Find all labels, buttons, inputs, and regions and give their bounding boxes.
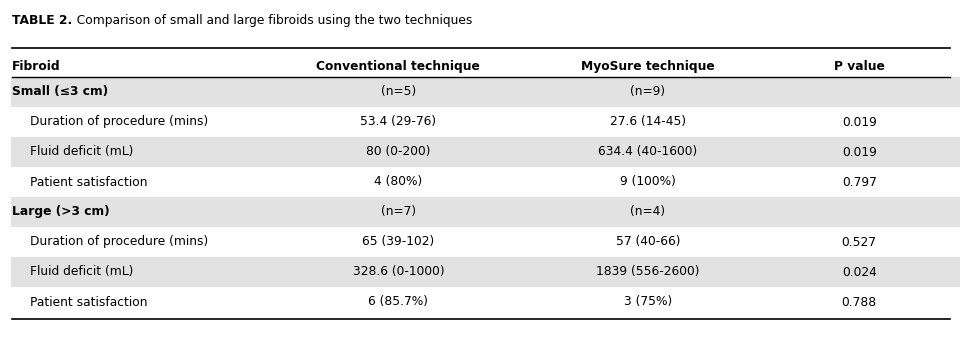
Text: 634.4 (40-1600): 634.4 (40-1600) <box>598 146 698 158</box>
Text: (n=5): (n=5) <box>381 85 416 99</box>
Text: Fibroid: Fibroid <box>12 60 60 73</box>
Text: 0.024: 0.024 <box>842 266 876 278</box>
Text: 0.788: 0.788 <box>842 295 876 308</box>
Text: 1839 (556-2600): 1839 (556-2600) <box>596 266 700 278</box>
Text: TABLE 2.: TABLE 2. <box>12 14 72 27</box>
Text: Patient satisfaction: Patient satisfaction <box>30 295 147 308</box>
Text: 0.019: 0.019 <box>842 146 876 158</box>
Text: 328.6 (0-1000): 328.6 (0-1000) <box>352 266 444 278</box>
Bar <box>12 77 960 107</box>
Bar <box>12 257 960 287</box>
Text: Fluid deficit (mL): Fluid deficit (mL) <box>30 266 132 278</box>
Text: (n=7): (n=7) <box>381 205 416 219</box>
Text: Duration of procedure (mins): Duration of procedure (mins) <box>30 116 207 129</box>
Text: 65 (39-102): 65 (39-102) <box>362 236 435 249</box>
Text: Comparison of small and large fibroids using the two techniques: Comparison of small and large fibroids u… <box>69 14 472 27</box>
Text: Fluid deficit (mL): Fluid deficit (mL) <box>30 146 132 158</box>
Text: Patient satisfaction: Patient satisfaction <box>30 175 147 188</box>
Text: 27.6 (14-45): 27.6 (14-45) <box>610 116 686 129</box>
Text: 9 (100%): 9 (100%) <box>620 175 676 188</box>
Text: Small (≤3 cm): Small (≤3 cm) <box>12 85 108 99</box>
Text: 4 (80%): 4 (80%) <box>374 175 422 188</box>
Text: 57 (40-66): 57 (40-66) <box>615 236 681 249</box>
Text: Duration of procedure (mins): Duration of procedure (mins) <box>30 236 207 249</box>
Text: 0.527: 0.527 <box>842 236 876 249</box>
Text: 53.4 (29-76): 53.4 (29-76) <box>360 116 437 129</box>
Text: 6 (85.7%): 6 (85.7%) <box>369 295 428 308</box>
Text: (n=9): (n=9) <box>631 85 665 99</box>
Bar <box>12 137 960 167</box>
Text: 80 (0-200): 80 (0-200) <box>366 146 431 158</box>
Bar <box>12 197 960 227</box>
Text: Conventional technique: Conventional technique <box>317 60 480 73</box>
Text: (n=4): (n=4) <box>631 205 665 219</box>
Text: 3 (75%): 3 (75%) <box>624 295 672 308</box>
Text: 0.797: 0.797 <box>842 175 876 188</box>
Text: MyoSure technique: MyoSure technique <box>581 60 715 73</box>
Text: 0.019: 0.019 <box>842 116 876 129</box>
Text: Large (>3 cm): Large (>3 cm) <box>12 205 109 219</box>
Text: P value: P value <box>834 60 884 73</box>
